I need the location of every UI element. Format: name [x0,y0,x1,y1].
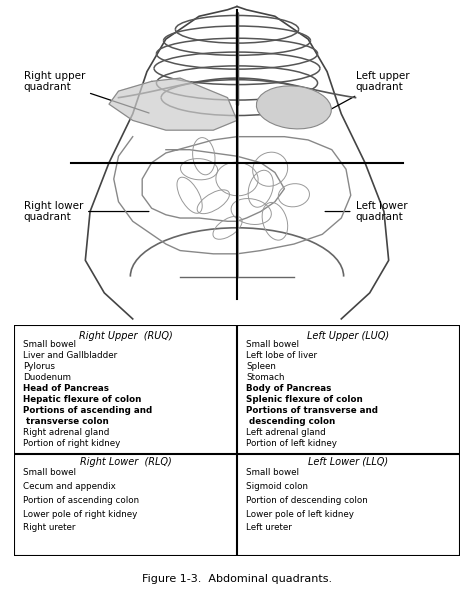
Text: Head of Pancreas: Head of Pancreas [23,384,109,393]
Text: Left Upper (LUQ): Left Upper (LUQ) [307,331,390,341]
Polygon shape [109,78,237,130]
Text: Small bowel: Small bowel [23,468,76,477]
Text: Left adrenal gland: Left adrenal gland [246,428,326,437]
Text: Right adrenal gland: Right adrenal gland [23,428,109,437]
Text: Sigmoid colon: Sigmoid colon [246,482,308,491]
Text: Portion of left kidney: Portion of left kidney [246,439,337,448]
Text: Lower pole of left kidney: Lower pole of left kidney [246,510,354,519]
Text: Portion of descending colon: Portion of descending colon [246,496,368,505]
Text: descending colon: descending colon [246,417,335,426]
Text: Splenic flexure of colon: Splenic flexure of colon [246,395,363,404]
Text: Hepatic flexure of colon: Hepatic flexure of colon [23,395,142,404]
Text: Liver and Gallbladder: Liver and Gallbladder [23,351,118,360]
Text: Left ureter: Left ureter [246,523,292,532]
Text: Portion of right kidney: Portion of right kidney [23,439,120,448]
Text: Pylorus: Pylorus [23,362,55,371]
Text: Spleen: Spleen [246,362,276,371]
Text: Cecum and appendix: Cecum and appendix [23,482,116,491]
Text: Left lobe of liver: Left lobe of liver [246,351,317,360]
Text: Portions of ascending and: Portions of ascending and [23,406,152,415]
Ellipse shape [256,86,331,129]
Text: transverse colon: transverse colon [23,417,109,426]
Text: Stomach: Stomach [246,373,284,382]
Text: Body of Pancreas: Body of Pancreas [246,384,331,393]
Text: Portion of ascending colon: Portion of ascending colon [23,496,139,505]
Text: Left lower
quadrant: Left lower quadrant [325,201,407,222]
Text: Left upper
quadrant: Left upper quadrant [325,71,409,112]
Text: Right lower
quadrant: Right lower quadrant [24,201,149,222]
Text: Right Upper  (RUQ): Right Upper (RUQ) [79,331,173,341]
Text: Duodenum: Duodenum [23,373,71,382]
Text: Figure 1-3.  Abdominal quadrants.: Figure 1-3. Abdominal quadrants. [142,574,332,584]
Text: Left Lower (LLQ): Left Lower (LLQ) [308,457,389,467]
Text: Small bowel: Small bowel [246,468,299,477]
Text: Lower pole of right kidney: Lower pole of right kidney [23,510,137,519]
Text: Small bowel: Small bowel [246,340,299,349]
Text: Right ureter: Right ureter [23,523,76,532]
Text: Right upper
quadrant: Right upper quadrant [24,71,149,113]
Text: Portions of transverse and: Portions of transverse and [246,406,378,415]
Text: Small bowel: Small bowel [23,340,76,349]
Text: Right Lower  (RLQ): Right Lower (RLQ) [80,457,172,467]
